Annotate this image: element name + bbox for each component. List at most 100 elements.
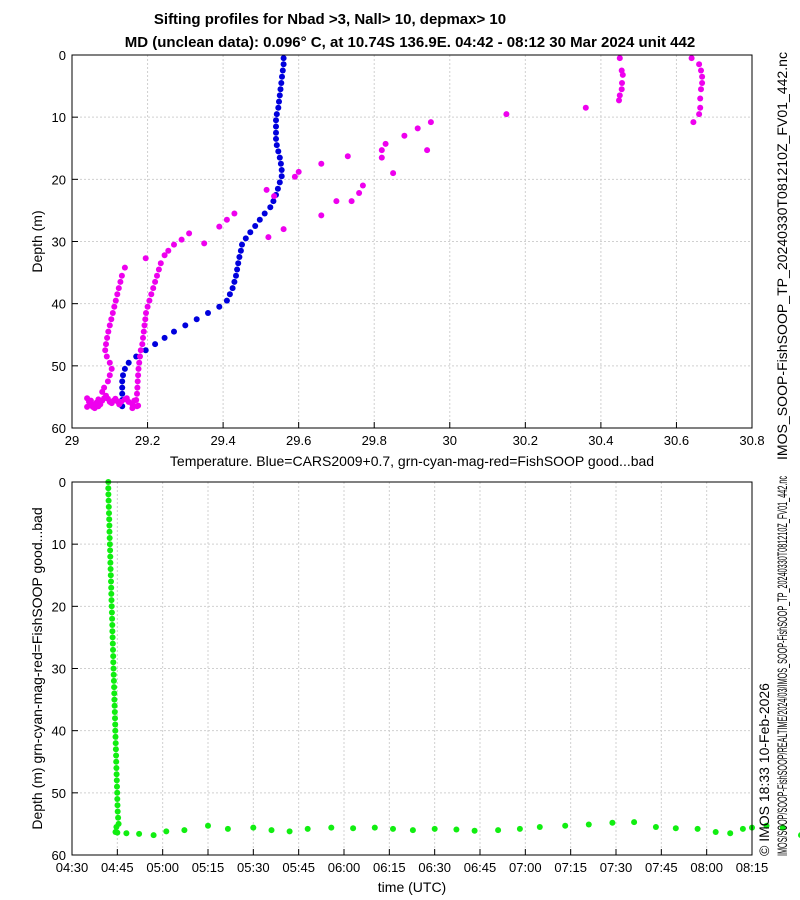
- data-point: [110, 665, 117, 672]
- data-point: [113, 758, 120, 765]
- data-point: [107, 547, 114, 554]
- data-point: [390, 170, 397, 177]
- data-point: [146, 297, 153, 304]
- data-point: [119, 384, 126, 391]
- data-point: [261, 210, 268, 217]
- x-tick-label: 08:00: [690, 860, 723, 875]
- data-point: [114, 291, 121, 298]
- data-point: [123, 395, 130, 402]
- data-point: [111, 303, 118, 310]
- data-point: [278, 173, 285, 180]
- data-point: [108, 597, 115, 604]
- data-point: [165, 247, 172, 254]
- data-point: [155, 266, 162, 273]
- data-point: [277, 86, 284, 93]
- data-point: [562, 822, 569, 829]
- data-point: [112, 715, 118, 722]
- data-point: [134, 390, 140, 397]
- data-point: [109, 310, 116, 316]
- data-point: [226, 291, 233, 298]
- data-point: [696, 61, 703, 68]
- data-point: [117, 278, 124, 285]
- data-point: [111, 690, 118, 697]
- temperature-profile-panel: 29 29.2 29.4 29.6 29.8 30 30.2 30.4 30.6 30.8 0 10…: [29, 48, 765, 469]
- data-point: [231, 278, 238, 285]
- data-point: [109, 622, 116, 628]
- data-point: [224, 825, 231, 832]
- data-point: [114, 829, 121, 836]
- data-point: [134, 384, 141, 391]
- x-tick-label: 30: [443, 433, 457, 448]
- data-point: [427, 119, 434, 126]
- data-point: [152, 278, 159, 285]
- top-x-ticks: 29 29.2 29.4 29.6 29.8 30 30.2 30.4 30.6 30.8: [65, 422, 765, 448]
- data-point: [582, 104, 589, 111]
- y-tick-label: 20: [52, 172, 66, 187]
- bottom-x-ticks: 04:30 04:45 05:00 05:15 05:30 05:45 06:00 06:15…: [56, 849, 768, 875]
- data-point: [712, 829, 719, 835]
- data-point: [236, 254, 243, 260]
- x-tick-label: 07:30: [600, 860, 633, 875]
- data-point: [278, 167, 285, 173]
- data-point: [108, 603, 115, 610]
- bottom-x-axis-label: time (UTC): [378, 879, 446, 895]
- data-point: [114, 796, 121, 802]
- x-tick-label: 05:45: [282, 860, 315, 875]
- data-point: [108, 365, 115, 372]
- data-point: [106, 322, 113, 329]
- data-point: [763, 822, 770, 829]
- data-point: [112, 727, 119, 734]
- x-tick-label: 06:00: [328, 860, 361, 875]
- data-point: [286, 828, 293, 835]
- y-tick-label: 20: [52, 599, 66, 614]
- data-point: [276, 179, 283, 186]
- data-point: [111, 709, 118, 715]
- data-point: [223, 297, 230, 304]
- top-y-axis-label: Depth (m): [29, 210, 45, 272]
- data-point: [142, 347, 149, 354]
- data-point: [616, 97, 622, 104]
- data-point: [107, 572, 114, 579]
- data-point: [105, 497, 112, 504]
- data-point: [503, 111, 510, 118]
- data-point: [99, 388, 106, 395]
- series-blue: [119, 55, 287, 410]
- y-tick-label: 30: [52, 235, 66, 250]
- data-point: [276, 154, 283, 161]
- x-tick-label: 07:45: [645, 860, 678, 875]
- data-point: [110, 671, 117, 678]
- x-tick-label: 30.6: [664, 433, 689, 448]
- data-point: [268, 827, 275, 834]
- data-point: [295, 168, 302, 175]
- data-point: [672, 825, 679, 832]
- data-point: [106, 516, 113, 523]
- data-point: [318, 212, 325, 219]
- data-point: [263, 186, 270, 193]
- data-point: [109, 615, 116, 622]
- x-tick-label: 30.4: [588, 433, 613, 448]
- y-tick-label: 0: [59, 475, 66, 490]
- data-point: [280, 61, 287, 68]
- title-line-2: MD (unclean data): 0.096° C, at 10.74S 1…: [125, 34, 695, 51]
- data-point: [111, 684, 118, 691]
- data-point: [239, 241, 245, 248]
- data-point: [104, 334, 111, 341]
- data-point: [181, 827, 188, 834]
- data-point: [619, 71, 626, 78]
- top-y-ticks: 0 10 20 30 40 50 60: [52, 48, 78, 436]
- data-point: [690, 119, 697, 126]
- data-point: [267, 204, 274, 211]
- data-point: [142, 316, 149, 323]
- data-point: [143, 310, 149, 316]
- y-tick-label: 50: [52, 786, 66, 801]
- data-point: [495, 827, 502, 834]
- data-point: [256, 216, 263, 223]
- data-point: [118, 272, 125, 279]
- data-point: [131, 397, 138, 404]
- data-point: [279, 67, 286, 74]
- data-point: [304, 825, 311, 832]
- data-point: [277, 160, 284, 167]
- data-point: [112, 733, 119, 740]
- data-point: [139, 341, 146, 348]
- title-line-1: Sifting profiles for Nbad >3, Nall> 10, …: [154, 11, 506, 28]
